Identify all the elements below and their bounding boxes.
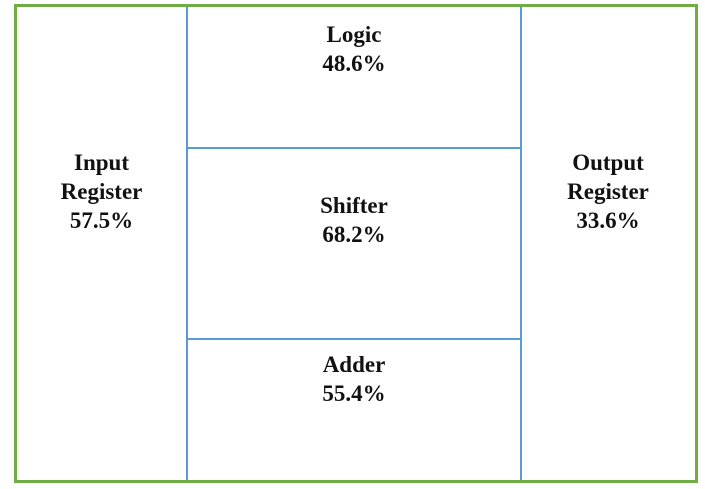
block-label: Register — [60, 179, 143, 204]
block-value: 55.4% — [322, 381, 386, 406]
block-value: 33.6% — [576, 208, 640, 233]
block-label: Adder — [322, 352, 386, 377]
block-label: Output — [572, 150, 644, 175]
divider — [188, 147, 520, 149]
divider — [188, 338, 520, 340]
block-adder: Adder 55.4% — [188, 350, 520, 408]
block-label: Register — [567, 179, 649, 204]
diagram-frame — [14, 4, 698, 483]
divider — [186, 7, 188, 480]
block-logic: Logic 48.6% — [188, 20, 520, 78]
block-label: Input — [74, 150, 129, 175]
block-label: Shifter — [320, 193, 388, 218]
block-value: 57.5% — [69, 208, 134, 233]
block-value: 68.2% — [322, 222, 386, 247]
block-value: 48.6% — [322, 51, 386, 76]
block-output-register: Output Register 33.6% — [522, 148, 694, 235]
divider — [520, 7, 522, 480]
block-input-register: Input Register 57.5% — [17, 148, 186, 235]
block-label: Logic — [326, 22, 382, 47]
block-shifter: Shifter 68.2% — [188, 191, 520, 249]
